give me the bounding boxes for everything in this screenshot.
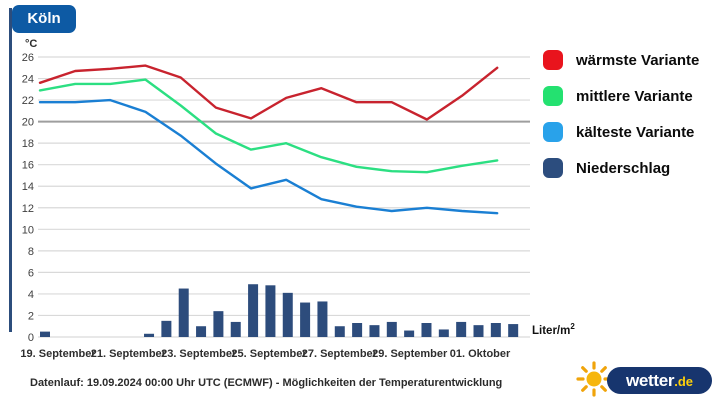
- x-tick-label: 25. September: [231, 348, 307, 360]
- x-tick-label: 01. Oktober: [450, 348, 511, 360]
- logo-tld: .de: [674, 374, 694, 389]
- y-axis-unit-label: °C: [25, 38, 38, 50]
- legend-item-warmest: wärmste Variante: [543, 50, 699, 70]
- precip-bar: [421, 323, 432, 337]
- precip-bar: [369, 325, 380, 337]
- legend-item-coldest: kälteste Variante: [543, 122, 699, 142]
- precip-bar: [456, 321, 467, 337]
- y-tick-label: 0: [28, 332, 34, 344]
- legend-label-middle: mittlere Variante: [576, 87, 693, 105]
- x-tick-label: 29. September: [372, 348, 448, 360]
- temperature-line-middle: [38, 78, 499, 174]
- temperature-line-warmest: [38, 64, 499, 121]
- precip-bar: [317, 301, 328, 337]
- legend-swatch-warmest-icon: [543, 50, 563, 70]
- wetter-de-logo[interactable]: wetter .de: [574, 358, 714, 400]
- y-tick-label: 12: [22, 203, 34, 215]
- chart-legend: wärmste Variante mittlere Variante kälte…: [543, 50, 699, 194]
- legend-label-coldest: kälteste Variante: [576, 123, 695, 141]
- precip-bar: [490, 323, 501, 337]
- precip-bar: [438, 329, 449, 337]
- legend-swatch-middle-icon: [543, 86, 563, 106]
- precip-unit-label: Liter/m2: [532, 322, 575, 337]
- precip-bar: [196, 326, 207, 337]
- x-tick-label: 23. September: [161, 348, 237, 360]
- precip-bar: [352, 323, 363, 337]
- legend-item-precipitation: Niederschlag: [543, 158, 699, 178]
- precip-bar: [40, 331, 50, 337]
- precip-unit-base: Liter/m: [532, 324, 571, 337]
- precip-bar: [386, 321, 397, 337]
- sun-icon: [576, 361, 612, 397]
- logo-text: wetter: [625, 371, 675, 390]
- legend-label-warmest: wärmste Variante: [576, 51, 700, 69]
- y-tick-label: 26: [22, 52, 34, 64]
- y-tick-label: 24: [22, 74, 34, 86]
- precip-bar: [404, 330, 415, 337]
- precip-bar: [178, 288, 189, 337]
- left-edge-accent: [9, 8, 12, 332]
- y-tick-label: 22: [22, 95, 34, 107]
- precip-bar: [248, 284, 259, 337]
- precip-unit-exponent: 2: [570, 322, 575, 331]
- precip-bar: [213, 311, 224, 337]
- y-tick-label: 18: [22, 138, 34, 150]
- precip-bar: [282, 292, 293, 337]
- y-tick-label: 8: [28, 246, 34, 258]
- data-run-info: Datenlauf: 19.09.2024 00:00 Uhr UTC (ECM…: [30, 377, 503, 389]
- legend-swatch-precipitation-icon: [543, 158, 563, 178]
- precip-bar: [300, 302, 311, 337]
- y-tick-label: 4: [28, 289, 34, 301]
- y-tick-label: 10: [22, 224, 34, 236]
- legend-item-middle: mittlere Variante: [543, 86, 699, 106]
- precip-bar: [334, 326, 345, 337]
- temperature-line-coldest: [38, 98, 499, 215]
- precip-bar: [161, 320, 172, 337]
- precip-bar: [508, 324, 519, 337]
- precip-bar: [473, 325, 484, 337]
- y-tick-label: 14: [22, 181, 34, 193]
- precip-bar: [265, 285, 276, 337]
- legend-swatch-coldest-icon: [543, 122, 563, 142]
- x-tick-label: 27. September: [302, 348, 378, 360]
- city-badge: Köln: [12, 5, 76, 33]
- x-tick-label: 21. September: [91, 348, 167, 360]
- legend-label-precipitation: Niederschlag: [576, 159, 671, 177]
- precip-bar: [144, 333, 155, 337]
- y-tick-label: 2: [28, 310, 34, 322]
- y-tick-label: 16: [22, 160, 34, 172]
- y-tick-label: 20: [22, 117, 34, 129]
- wetter-de-wordmark: wetter .de: [607, 367, 712, 394]
- x-tick-label: 19. September: [20, 348, 96, 360]
- precip-bar: [230, 321, 241, 337]
- y-tick-label: 6: [28, 267, 34, 279]
